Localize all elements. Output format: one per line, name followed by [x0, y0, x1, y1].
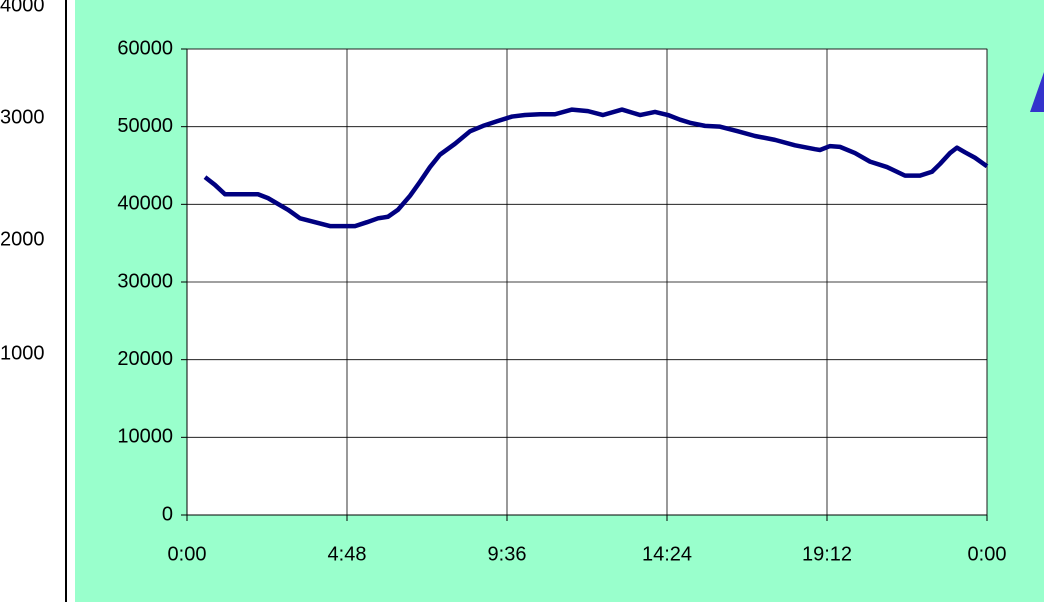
y-tick-label: 50000	[117, 115, 173, 137]
y-tick-label: 40000	[117, 193, 173, 215]
y-tick-label: 20000	[117, 348, 173, 370]
y-tick-label: 10000	[117, 426, 173, 448]
x-tick-label: 19:12	[802, 543, 852, 565]
background-label: 2000	[0, 228, 45, 250]
x-tick-label: 0:00	[968, 543, 1007, 565]
y-tick-label: 0	[162, 503, 173, 525]
series-line	[203, 107, 989, 229]
x-tick-label: 14:24	[642, 543, 692, 565]
background-label: 4000	[0, 0, 45, 16]
x-tick-label: 4:48	[328, 543, 367, 565]
y-tick-label: 60000	[117, 37, 173, 59]
shape-fragment	[1030, 72, 1044, 112]
background-label: 1000	[0, 342, 45, 364]
y-tick-label: 30000	[117, 270, 173, 292]
background-label: 3000	[0, 106, 45, 128]
x-tick-label: 0:00	[168, 543, 207, 565]
x-tick-label: 9:36	[488, 543, 527, 565]
